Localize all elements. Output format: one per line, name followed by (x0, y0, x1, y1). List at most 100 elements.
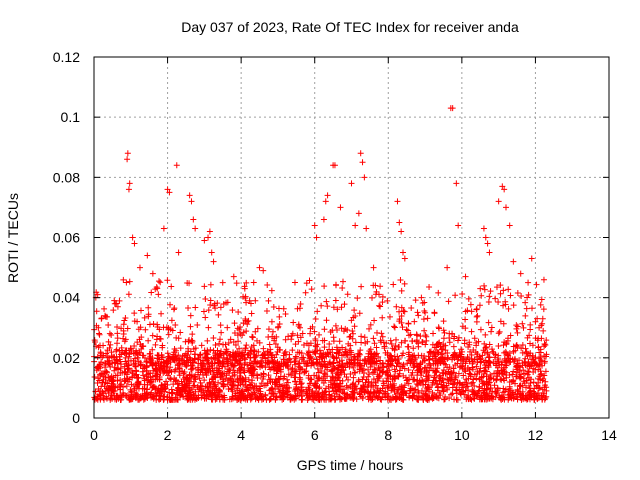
data-point (453, 180, 460, 187)
data-point (220, 354, 227, 361)
data-point (461, 379, 468, 386)
data-point (95, 324, 102, 331)
data-point (403, 390, 410, 397)
data-point (381, 345, 388, 352)
data-point (409, 392, 416, 399)
data-point (175, 335, 182, 342)
x-tick-label: 10 (454, 427, 470, 443)
data-point (539, 320, 546, 327)
data-point (207, 281, 214, 288)
data-point (247, 396, 254, 403)
data-point (102, 364, 109, 371)
data-point (210, 382, 217, 389)
x-tick-label: 4 (237, 427, 245, 443)
data-point (125, 357, 132, 364)
data-point (180, 394, 187, 401)
data-point (431, 344, 438, 351)
data-point (124, 156, 131, 163)
data-point (474, 359, 481, 366)
data-point (468, 328, 475, 335)
data-point (354, 295, 361, 302)
data-point (160, 225, 167, 232)
data-point (509, 371, 516, 378)
data-point (482, 345, 489, 352)
data-point (379, 314, 386, 321)
data-point (175, 249, 182, 256)
data-point (485, 381, 492, 388)
data-point (488, 328, 495, 335)
data-point (312, 382, 319, 389)
data-point (500, 342, 507, 349)
data-point (352, 339, 359, 346)
data-point (378, 396, 385, 403)
data-point (204, 337, 211, 344)
data-point (476, 383, 483, 390)
data-point (201, 361, 208, 368)
data-point (519, 320, 526, 327)
data-point (436, 357, 443, 364)
data-point (113, 346, 120, 353)
data-point (114, 335, 121, 342)
data-point (396, 367, 403, 374)
data-point (471, 371, 478, 378)
data-point (106, 357, 113, 364)
data-point (154, 371, 161, 378)
data-point (424, 315, 431, 322)
data-point (153, 396, 160, 403)
data-point (282, 336, 289, 343)
data-point (149, 270, 156, 277)
data-point (142, 326, 149, 333)
data-point (529, 305, 536, 312)
data-point (331, 162, 338, 169)
data-point (233, 280, 240, 287)
data-point (289, 347, 296, 354)
data-point (340, 328, 347, 335)
data-point (316, 384, 323, 391)
data-point (500, 287, 507, 294)
x-axis-title: GPS time / hours (297, 457, 404, 473)
data-point (391, 324, 398, 331)
data-point (191, 382, 198, 389)
data-point (211, 302, 218, 309)
data-point (190, 382, 197, 389)
data-point (338, 304, 345, 311)
data-point (400, 396, 407, 403)
data-point (263, 308, 270, 315)
data-point (106, 344, 113, 351)
data-point (139, 342, 146, 349)
data-point (347, 342, 354, 349)
data-point (131, 318, 138, 325)
data-point (468, 380, 475, 387)
data-point (121, 375, 128, 382)
data-point (518, 292, 525, 299)
data-point (364, 338, 371, 345)
data-point (226, 367, 233, 374)
data-point (358, 283, 365, 290)
data-point (315, 375, 322, 382)
data-point (265, 297, 272, 304)
data-point (421, 299, 428, 306)
data-point (464, 307, 471, 314)
data-point (494, 358, 501, 365)
data-point (527, 321, 534, 328)
data-point (397, 276, 404, 283)
data-point (217, 304, 224, 311)
data-point (455, 370, 462, 377)
data-point (277, 389, 284, 396)
data-point (487, 385, 494, 392)
data-point (498, 396, 505, 403)
data-point (361, 174, 368, 181)
data-point (93, 308, 100, 315)
data-point (452, 352, 459, 359)
data-point (187, 348, 194, 355)
data-point (445, 298, 452, 305)
data-point (405, 351, 412, 358)
data-point (506, 383, 513, 390)
data-point (330, 354, 337, 361)
data-point (317, 368, 324, 375)
data-point (365, 373, 372, 380)
data-point (347, 371, 354, 378)
data-point (510, 395, 517, 402)
data-point (186, 192, 193, 199)
data-point (121, 338, 128, 345)
